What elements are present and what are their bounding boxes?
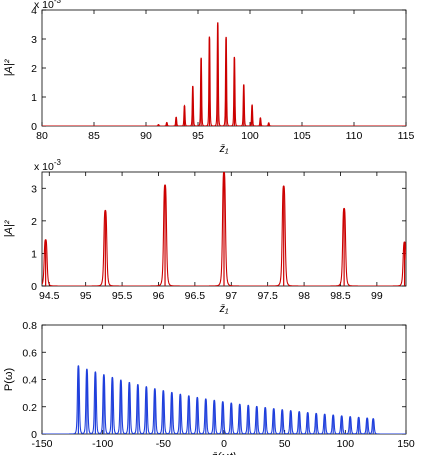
y-exponent-power: -3 xyxy=(54,0,62,5)
y-tick-label: 1 xyxy=(31,92,37,104)
y-tick-label: 3 xyxy=(31,183,37,195)
x-tick-label: 98 xyxy=(298,290,310,302)
x-tick-label: -50 xyxy=(156,438,171,450)
x-axis-label: z̄₁ xyxy=(219,303,230,315)
x-tick-label: 110 xyxy=(346,130,363,142)
x-tick-label: 90 xyxy=(140,130,152,142)
x-tick-label: 95 xyxy=(80,290,92,302)
x-tick-label: 85 xyxy=(88,130,100,142)
y-tick-label: 4 xyxy=(31,5,37,17)
y-tick-label: 0 xyxy=(31,429,37,441)
x-tick-label: 96 xyxy=(153,290,165,302)
x-tick-label: -150 xyxy=(31,438,52,450)
y-axis-label: |A|² xyxy=(3,59,15,76)
series-line-middle xyxy=(42,172,406,286)
y-tick-label: 1 xyxy=(31,248,37,260)
y-exponent-label: x 10-3 xyxy=(34,0,62,11)
x-tick-label: 99 xyxy=(371,290,383,302)
y-tick-label: 0.8 xyxy=(22,320,37,332)
series-line-top xyxy=(42,22,406,126)
x-tick-label: 97.5 xyxy=(257,290,278,302)
series-line-bottom xyxy=(42,365,406,434)
x-tick-label: 98.5 xyxy=(330,290,351,302)
plot-frame-top xyxy=(41,9,407,127)
y-tick-label: 3 xyxy=(31,34,37,46)
y-axis-label: |A|² xyxy=(3,220,15,237)
x-tick-label: 105 xyxy=(293,130,311,142)
x-tick-label: 100 xyxy=(337,438,355,450)
y-tick-label: 0.4 xyxy=(22,375,37,387)
y-tick-label: 0.2 xyxy=(22,402,37,414)
x-tick-label: 0 xyxy=(221,438,227,450)
x-tick-label: 50 xyxy=(279,438,291,450)
x-tick-label: 97 xyxy=(225,290,237,302)
y-tick-label: 2 xyxy=(31,63,37,75)
x-tick-label: 150 xyxy=(397,438,415,450)
y-exponent-label: x 10-3 xyxy=(34,158,62,173)
x-tick-label: -100 xyxy=(92,438,113,450)
chart-middle: 94.5 95 95.5 96 96.5 97 97.5 98 98.5 99 0 1 2 3 x 10-3… xyxy=(3,158,407,315)
y-tick-label: 0 xyxy=(31,281,37,293)
chart-bottom: -150 -100 -50 0 50 100 150 0 0.2 0.4 0.6 0.8 z̄(ωt) P… xyxy=(3,320,415,455)
y-tick-label: 0 xyxy=(31,121,37,133)
x-tick-label: 115 xyxy=(398,130,415,142)
x-tick-label: 80 xyxy=(36,130,48,142)
x-tick-label: 96.5 xyxy=(185,290,206,302)
y-tick-label: 2 xyxy=(31,216,37,228)
x-axis-label: z̄(ωt) xyxy=(211,451,237,455)
x-tick-label: 94.5 xyxy=(39,290,60,302)
x-axis-label: z̄₁ xyxy=(219,143,230,155)
x-tick-label: 95 xyxy=(192,130,204,142)
y-axis-label: P(ω) xyxy=(3,368,15,391)
y-exponent-power: -3 xyxy=(54,158,62,167)
chart-top: 80 85 90 95 100 105 110 115 0 1 2 3 4x 10-3 z̄₁ |A|² xyxy=(3,0,415,155)
x-tick-label: 100 xyxy=(241,130,259,142)
x-tick-label: 95.5 xyxy=(112,290,133,302)
y-tick-label: 0.6 xyxy=(22,347,37,359)
